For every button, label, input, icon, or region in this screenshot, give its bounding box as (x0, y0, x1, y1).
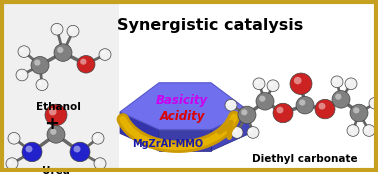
Circle shape (294, 77, 302, 84)
Circle shape (253, 78, 265, 90)
Circle shape (296, 96, 314, 114)
Circle shape (225, 99, 237, 111)
Circle shape (94, 135, 98, 139)
Circle shape (31, 56, 49, 74)
Circle shape (96, 160, 100, 164)
Text: Ethanol: Ethanol (36, 102, 81, 112)
Circle shape (50, 129, 56, 135)
Circle shape (255, 80, 259, 84)
Circle shape (267, 80, 279, 92)
Circle shape (290, 73, 312, 95)
Circle shape (256, 93, 274, 110)
Circle shape (331, 76, 343, 88)
Text: Basicity: Basicity (156, 94, 208, 107)
Circle shape (231, 127, 243, 138)
Circle shape (8, 132, 20, 144)
Text: +: + (45, 115, 59, 133)
Circle shape (99, 49, 111, 60)
Circle shape (101, 51, 105, 55)
Circle shape (369, 97, 378, 109)
Circle shape (249, 129, 253, 133)
Circle shape (18, 46, 30, 58)
Circle shape (6, 158, 18, 169)
Circle shape (73, 146, 81, 152)
Circle shape (67, 25, 79, 37)
Circle shape (333, 78, 337, 82)
Polygon shape (120, 83, 250, 130)
Circle shape (54, 44, 72, 61)
Circle shape (347, 125, 359, 136)
Circle shape (18, 71, 22, 75)
Circle shape (92, 132, 104, 144)
Circle shape (365, 127, 369, 131)
Circle shape (80, 59, 87, 65)
Circle shape (20, 48, 24, 52)
Circle shape (36, 79, 48, 91)
Circle shape (241, 109, 248, 115)
Circle shape (22, 142, 42, 162)
Circle shape (45, 104, 67, 126)
Circle shape (8, 160, 12, 164)
Text: MgZrAl-MMO: MgZrAl-MMO (132, 139, 204, 149)
Circle shape (25, 146, 33, 152)
Circle shape (363, 125, 375, 136)
Circle shape (53, 25, 57, 30)
Circle shape (233, 129, 237, 133)
Circle shape (247, 127, 259, 138)
Circle shape (332, 91, 350, 108)
Circle shape (371, 99, 375, 104)
Circle shape (315, 99, 335, 119)
Circle shape (299, 99, 305, 106)
Circle shape (49, 108, 57, 115)
FancyBboxPatch shape (252, 4, 372, 169)
Circle shape (47, 126, 65, 143)
Circle shape (34, 59, 40, 66)
Circle shape (38, 81, 42, 85)
Circle shape (269, 82, 273, 86)
Circle shape (350, 104, 368, 122)
Circle shape (345, 78, 357, 90)
Polygon shape (120, 112, 159, 151)
Polygon shape (211, 112, 250, 151)
Circle shape (77, 56, 95, 73)
Circle shape (10, 135, 14, 139)
Circle shape (94, 158, 106, 169)
Circle shape (353, 107, 359, 113)
Circle shape (259, 96, 265, 102)
Circle shape (70, 142, 90, 162)
Text: Diethyl carbonate: Diethyl carbonate (252, 154, 358, 164)
Text: Urea: Urea (42, 165, 70, 176)
FancyBboxPatch shape (4, 4, 119, 169)
Circle shape (16, 69, 28, 81)
Text: Acidity: Acidity (159, 110, 205, 123)
Circle shape (227, 101, 231, 105)
Circle shape (349, 127, 353, 131)
Circle shape (335, 94, 341, 100)
Polygon shape (159, 130, 211, 151)
Circle shape (276, 107, 284, 113)
Circle shape (51, 23, 63, 35)
Circle shape (347, 80, 351, 84)
Circle shape (238, 106, 256, 124)
Circle shape (57, 47, 64, 53)
Circle shape (319, 103, 325, 110)
Text: Synergistic catalysis: Synergistic catalysis (117, 18, 303, 33)
Circle shape (273, 103, 293, 123)
Circle shape (69, 27, 73, 32)
